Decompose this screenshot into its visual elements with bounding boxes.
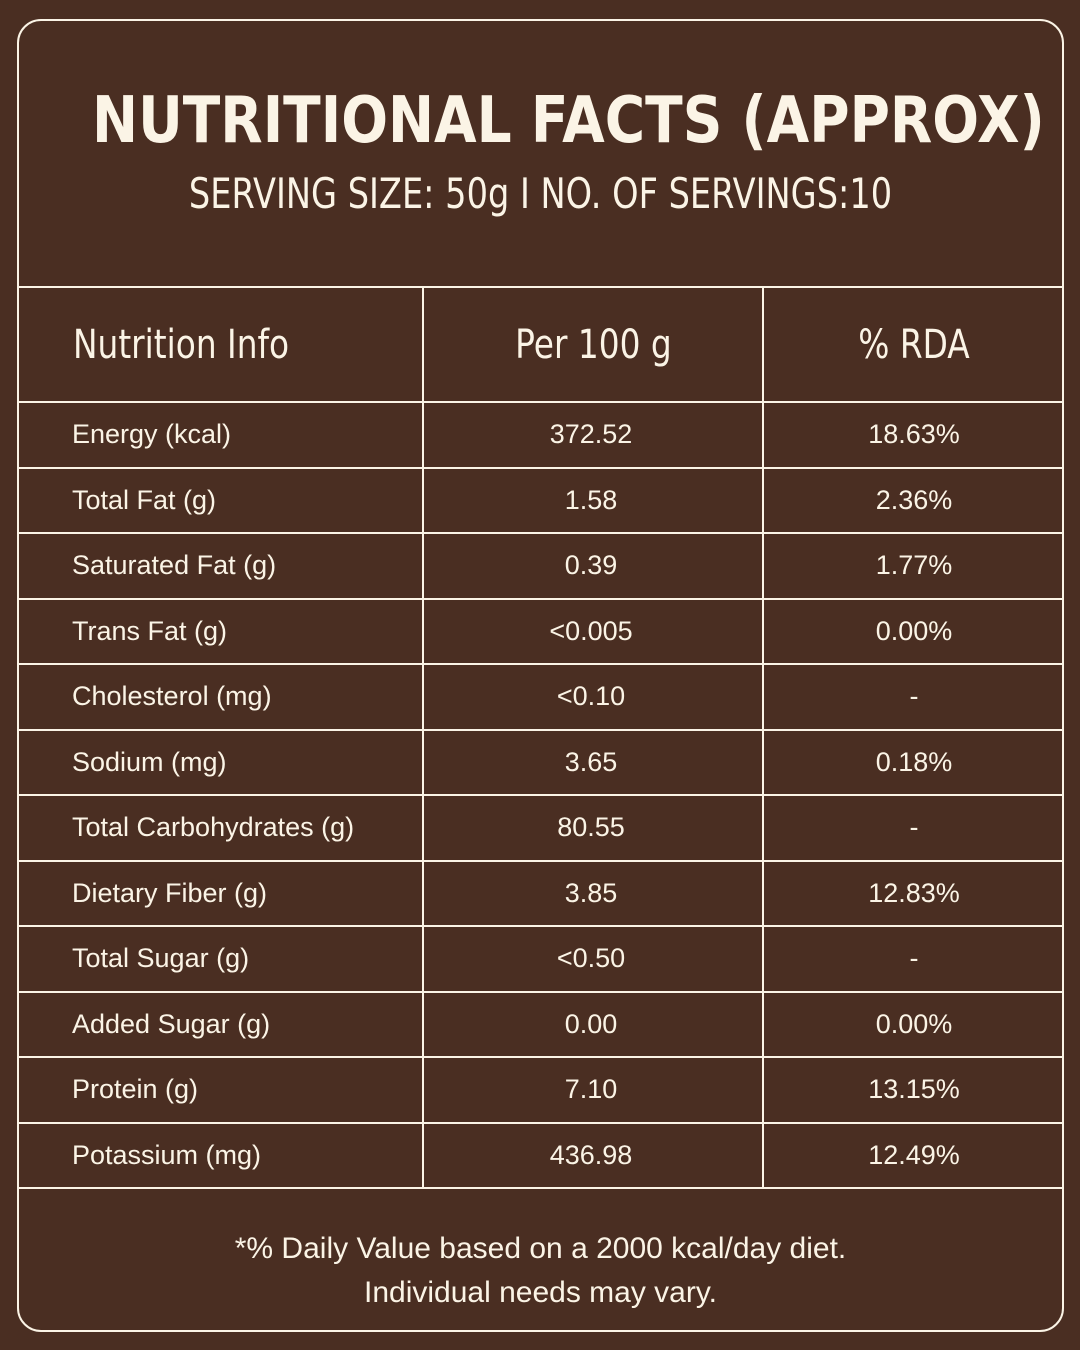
- rda-value: 1.77%: [762, 532, 1062, 600]
- table-row: Saturated Fat (g) 0.39 1.77%: [19, 532, 1062, 600]
- nutrient-name: Potassium (mg): [19, 1121, 424, 1189]
- rda-value: 2.36%: [762, 466, 1062, 534]
- table-header-row: Nutrition Info Per 100 g % RDA: [19, 286, 1062, 403]
- per-100g-value: 0.00: [422, 990, 764, 1058]
- header-rda: % RDA: [762, 286, 1062, 403]
- nutrient-name: Dietary Fiber (g): [19, 859, 424, 927]
- nutrient-name: Sodium (mg): [19, 728, 424, 796]
- header-nutrition-info: Nutrition Info: [19, 286, 424, 403]
- rda-value: -: [762, 794, 1062, 862]
- per-100g-value: 80.55: [422, 794, 764, 862]
- table-row: Total Carbohydrates (g) 80.55 -: [19, 794, 1062, 862]
- footnote-line-2: Individual needs may vary.: [364, 1276, 717, 1309]
- table-row: Potassium (mg) 436.98 12.49%: [19, 1121, 1062, 1189]
- nutrient-name: Total Sugar (g): [19, 925, 424, 993]
- per-100g-value: <0.10: [422, 663, 764, 731]
- table-row: Cholesterol (mg) <0.10 -: [19, 663, 1062, 731]
- rda-value: 0.00%: [762, 990, 1062, 1058]
- nutrition-table: Nutrition Info Per 100 g % RDA Energy (k…: [19, 286, 1062, 1189]
- page-title: NUTRITIONAL FACTS (APPROX): [92, 84, 1045, 158]
- per-100g-value: 372.52: [422, 401, 764, 469]
- rda-value: 0.18%: [762, 728, 1062, 796]
- table-row: Total Fat (g) 1.58 2.36%: [19, 466, 1062, 534]
- footnote-line-1: *% Daily Value based on a 2000 kcal/day …: [234, 1232, 847, 1265]
- nutrition-facts-card: NUTRITIONAL FACTS (APPROX) SERVING SIZE:…: [17, 19, 1064, 1332]
- nutrient-name: Protein (g): [19, 1056, 424, 1124]
- rda-value: 0.00%: [762, 597, 1062, 665]
- header-per-100g: Per 100 g: [422, 286, 764, 403]
- table-row: Added Sugar (g) 0.00 0.00%: [19, 990, 1062, 1058]
- per-100g-value: <0.50: [422, 925, 764, 993]
- table-row: Total Sugar (g) <0.50 -: [19, 925, 1062, 993]
- table-row: Sodium (mg) 3.65 0.18%: [19, 728, 1062, 796]
- nutrient-name: Energy (kcal): [19, 401, 424, 469]
- per-100g-value: 1.58: [422, 466, 764, 534]
- table-row: Trans Fat (g) <0.005 0.00%: [19, 597, 1062, 665]
- per-100g-value: 436.98: [422, 1121, 764, 1189]
- per-100g-value: 7.10: [422, 1056, 764, 1124]
- nutrient-name: Trans Fat (g): [19, 597, 424, 665]
- table-row: Energy (kcal) 372.52 18.63%: [19, 401, 1062, 469]
- per-100g-value: 3.85: [422, 859, 764, 927]
- rda-value: 12.49%: [762, 1121, 1062, 1189]
- table-row: Dietary Fiber (g) 3.85 12.83%: [19, 859, 1062, 927]
- rda-value: 18.63%: [762, 401, 1062, 469]
- nutrient-name: Total Carbohydrates (g): [19, 794, 424, 862]
- nutrient-name: Cholesterol (mg): [19, 663, 424, 731]
- rda-value: 12.83%: [762, 859, 1062, 927]
- rda-value: -: [762, 663, 1062, 731]
- rda-value: -: [762, 925, 1062, 993]
- footnote: *% Daily Value based on a 2000 kcal/day …: [19, 1227, 1062, 1315]
- table-row: Protein (g) 7.10 13.15%: [19, 1056, 1062, 1124]
- per-100g-value: 3.65: [422, 728, 764, 796]
- nutrient-name: Added Sugar (g): [19, 990, 424, 1058]
- per-100g-value: <0.005: [422, 597, 764, 665]
- nutrient-name: Total Fat (g): [19, 466, 424, 534]
- rda-value: 13.15%: [762, 1056, 1062, 1124]
- serving-size-subtitle: SERVING SIZE: 50g I NO. OF SERVINGS:10: [188, 169, 893, 218]
- nutrient-name: Saturated Fat (g): [19, 532, 424, 600]
- per-100g-value: 0.39: [422, 532, 764, 600]
